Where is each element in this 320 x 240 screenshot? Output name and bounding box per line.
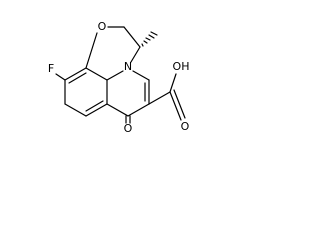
page: O N F O OH O (() => { const data = JSON.… (0, 0, 215, 146)
bond (127, 103, 150, 117)
structure: O N F O OH O (48, 20, 190, 135)
bond (64, 67, 87, 81)
bond (132, 70, 150, 81)
bonds (55, 26, 186, 124)
atom-label: N (124, 60, 132, 73)
bond (130, 46, 141, 63)
bond (68, 72, 87, 84)
bond (145, 37, 151, 41)
bond (55, 73, 66, 81)
atom-label: OH (173, 60, 190, 73)
bond (169, 91, 182, 121)
bond (64, 103, 87, 117)
bond (150, 31, 158, 36)
atom-label: O (98, 20, 107, 33)
bond (148, 34, 155, 39)
bond (173, 89, 186, 119)
bond (123, 26, 141, 48)
bond (169, 73, 177, 93)
bond (141, 43, 144, 47)
bond (85, 103, 108, 117)
atom-label: F (48, 62, 54, 75)
bond (85, 32, 98, 69)
bond (85, 67, 108, 81)
bond (85, 100, 104, 112)
bond (106, 103, 129, 117)
atom-label: O (181, 120, 190, 133)
bond (106, 70, 124, 81)
bond (143, 40, 148, 44)
bond (148, 91, 171, 105)
atom-label: O (124, 122, 133, 135)
